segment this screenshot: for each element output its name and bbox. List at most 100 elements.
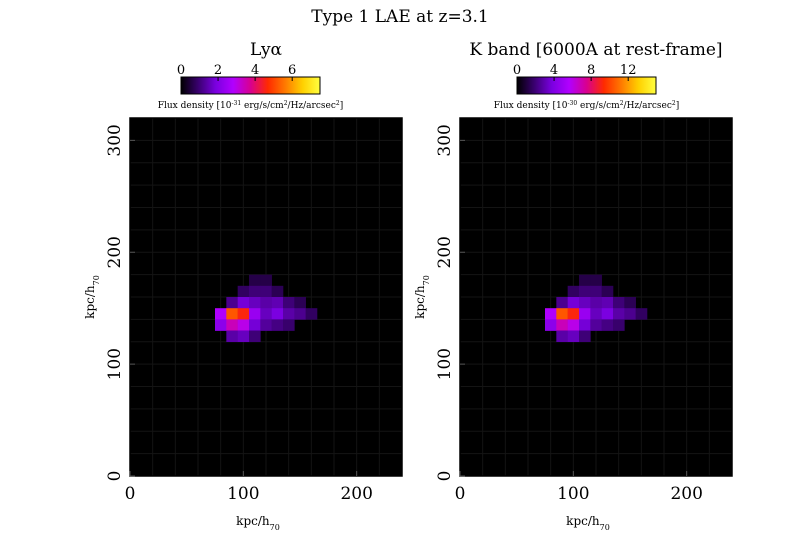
heatmap-cell [215, 308, 227, 320]
heatmap-cell [260, 285, 272, 298]
heatmap-cell [567, 308, 580, 320]
heatmap-cell [237, 330, 250, 343]
heatmap-cell [226, 330, 238, 343]
panel-lya: Lyα 0 2 4 6 Flux density [10-31 erg/s/cm2/Hz/… [83, 40, 403, 532]
heatmap-cell [556, 319, 568, 331]
y-tick-label: 100 [105, 348, 125, 380]
heatmap-cell [567, 330, 580, 343]
heatmap-cell [249, 319, 261, 331]
y-tick-label: 0 [105, 471, 125, 482]
heatmap-cell [590, 308, 602, 320]
colorbar-tick-label: 0 [177, 63, 185, 78]
colorbar-label: Flux density [10-30 erg/s/cm2/Hz/arcsec2… [494, 100, 679, 112]
panel-title: Lyα [250, 40, 283, 60]
colorbar-tick-label: 4 [550, 63, 558, 78]
heatmap-cell [545, 308, 557, 320]
heatmap-cell [556, 308, 568, 320]
y-tick-label: 300 [435, 124, 455, 156]
heatmap-cell [601, 308, 614, 320]
colorbar [516, 76, 657, 95]
x-tick-label: 100 [227, 484, 259, 504]
heatmap-cell [601, 285, 614, 298]
x-tick-label: 0 [125, 484, 136, 504]
x-tick-label: 200 [670, 484, 702, 504]
heatmap-cell [249, 274, 261, 287]
heatmap-cell [271, 319, 284, 331]
heatmap-cell [601, 319, 614, 331]
heatmap-cell [226, 319, 238, 331]
colorbar-label: Flux density [10-31 erg/s/cm2/Hz/arcsec2… [158, 100, 343, 112]
x-axis-label: kpc/h70 [566, 514, 610, 532]
heatmap-cell [226, 308, 238, 320]
heatmap-cell [590, 285, 602, 298]
y-tick-label: 200 [435, 236, 455, 268]
heatmap-cell [624, 297, 636, 309]
colorbar-tick-label: 4 [251, 63, 259, 78]
heatmap-cell [601, 297, 614, 309]
y-axis-label: kpc/h70 [413, 275, 431, 319]
y-tick-label: 200 [105, 236, 125, 268]
y-tick-label: 0 [435, 471, 455, 482]
heatmap-cell [294, 297, 306, 309]
heatmap-cell [237, 308, 250, 320]
heatmap-cell [215, 319, 227, 331]
heatmap-cell [271, 308, 284, 320]
panel-title: K band [6000A at rest-frame] [469, 40, 722, 60]
heatmap-cell [624, 308, 636, 320]
heatmap-cell [249, 330, 261, 343]
colorbar-tick-label: 12 [620, 63, 637, 78]
y-tick-label: 300 [105, 124, 125, 156]
plot-frame [459, 117, 733, 477]
heatmap-cell [260, 319, 272, 331]
figure-title: Type 1 LAE at z=3.1 [311, 7, 489, 27]
heatmap-cell [283, 297, 295, 309]
heatmap-cell [613, 308, 625, 320]
heatmap-cell [579, 330, 591, 343]
heatmap-cell [226, 297, 238, 309]
colorbar-tick-label: 8 [587, 63, 595, 78]
heatmap-cell [556, 330, 568, 343]
heatmap-cell [579, 274, 591, 287]
heatmap-cell [305, 308, 318, 320]
x-axis-label: kpc/h70 [236, 514, 280, 532]
y-axis-label: kpc/h70 [83, 275, 101, 319]
heatmap-cell [579, 319, 591, 331]
plot-frame [129, 117, 403, 477]
heatmap-cell [237, 285, 250, 298]
heatmap-cell [545, 319, 557, 331]
colorbar-tick-label: 6 [288, 63, 296, 78]
heatmap-cell [590, 297, 602, 309]
heatmap-cell [590, 274, 602, 287]
heatmap-cell [283, 319, 295, 331]
heatmap-cell [249, 297, 261, 309]
heatmap-cell [249, 308, 261, 320]
heatmap-cell [249, 285, 261, 298]
x-tick-label: 200 [340, 484, 372, 504]
heatmap-cell [567, 285, 580, 298]
heatmap-cell [556, 297, 568, 309]
heatmap-cell [613, 319, 625, 331]
heatmap-cell [271, 297, 284, 309]
heatmap-cell [283, 308, 295, 320]
heatmap-cell [294, 308, 306, 320]
colorbar-tick-label: 2 [214, 63, 222, 78]
heatmap-cell [579, 285, 591, 298]
heatmap-cell [579, 297, 591, 309]
panel-kband: K band [6000A at rest-frame] 0 4 8 12 Flux de… [413, 40, 733, 532]
heatmap-cell [567, 319, 580, 331]
heatmap-cell [237, 297, 250, 309]
heatmap-cell [613, 297, 625, 309]
heatmap-cell [271, 285, 284, 298]
heatmap-cell [260, 274, 272, 287]
x-tick-label: 0 [455, 484, 466, 504]
heatmap-cell [237, 319, 250, 331]
heatmap-cell [635, 308, 648, 320]
heatmap-cell [567, 297, 580, 309]
x-tick-label: 100 [557, 484, 589, 504]
colorbar [180, 76, 321, 95]
colorbar-tick-label: 0 [513, 63, 521, 78]
heatmap-cell [260, 297, 272, 309]
heatmap-cell [590, 319, 602, 331]
heatmap-cell [260, 308, 272, 320]
